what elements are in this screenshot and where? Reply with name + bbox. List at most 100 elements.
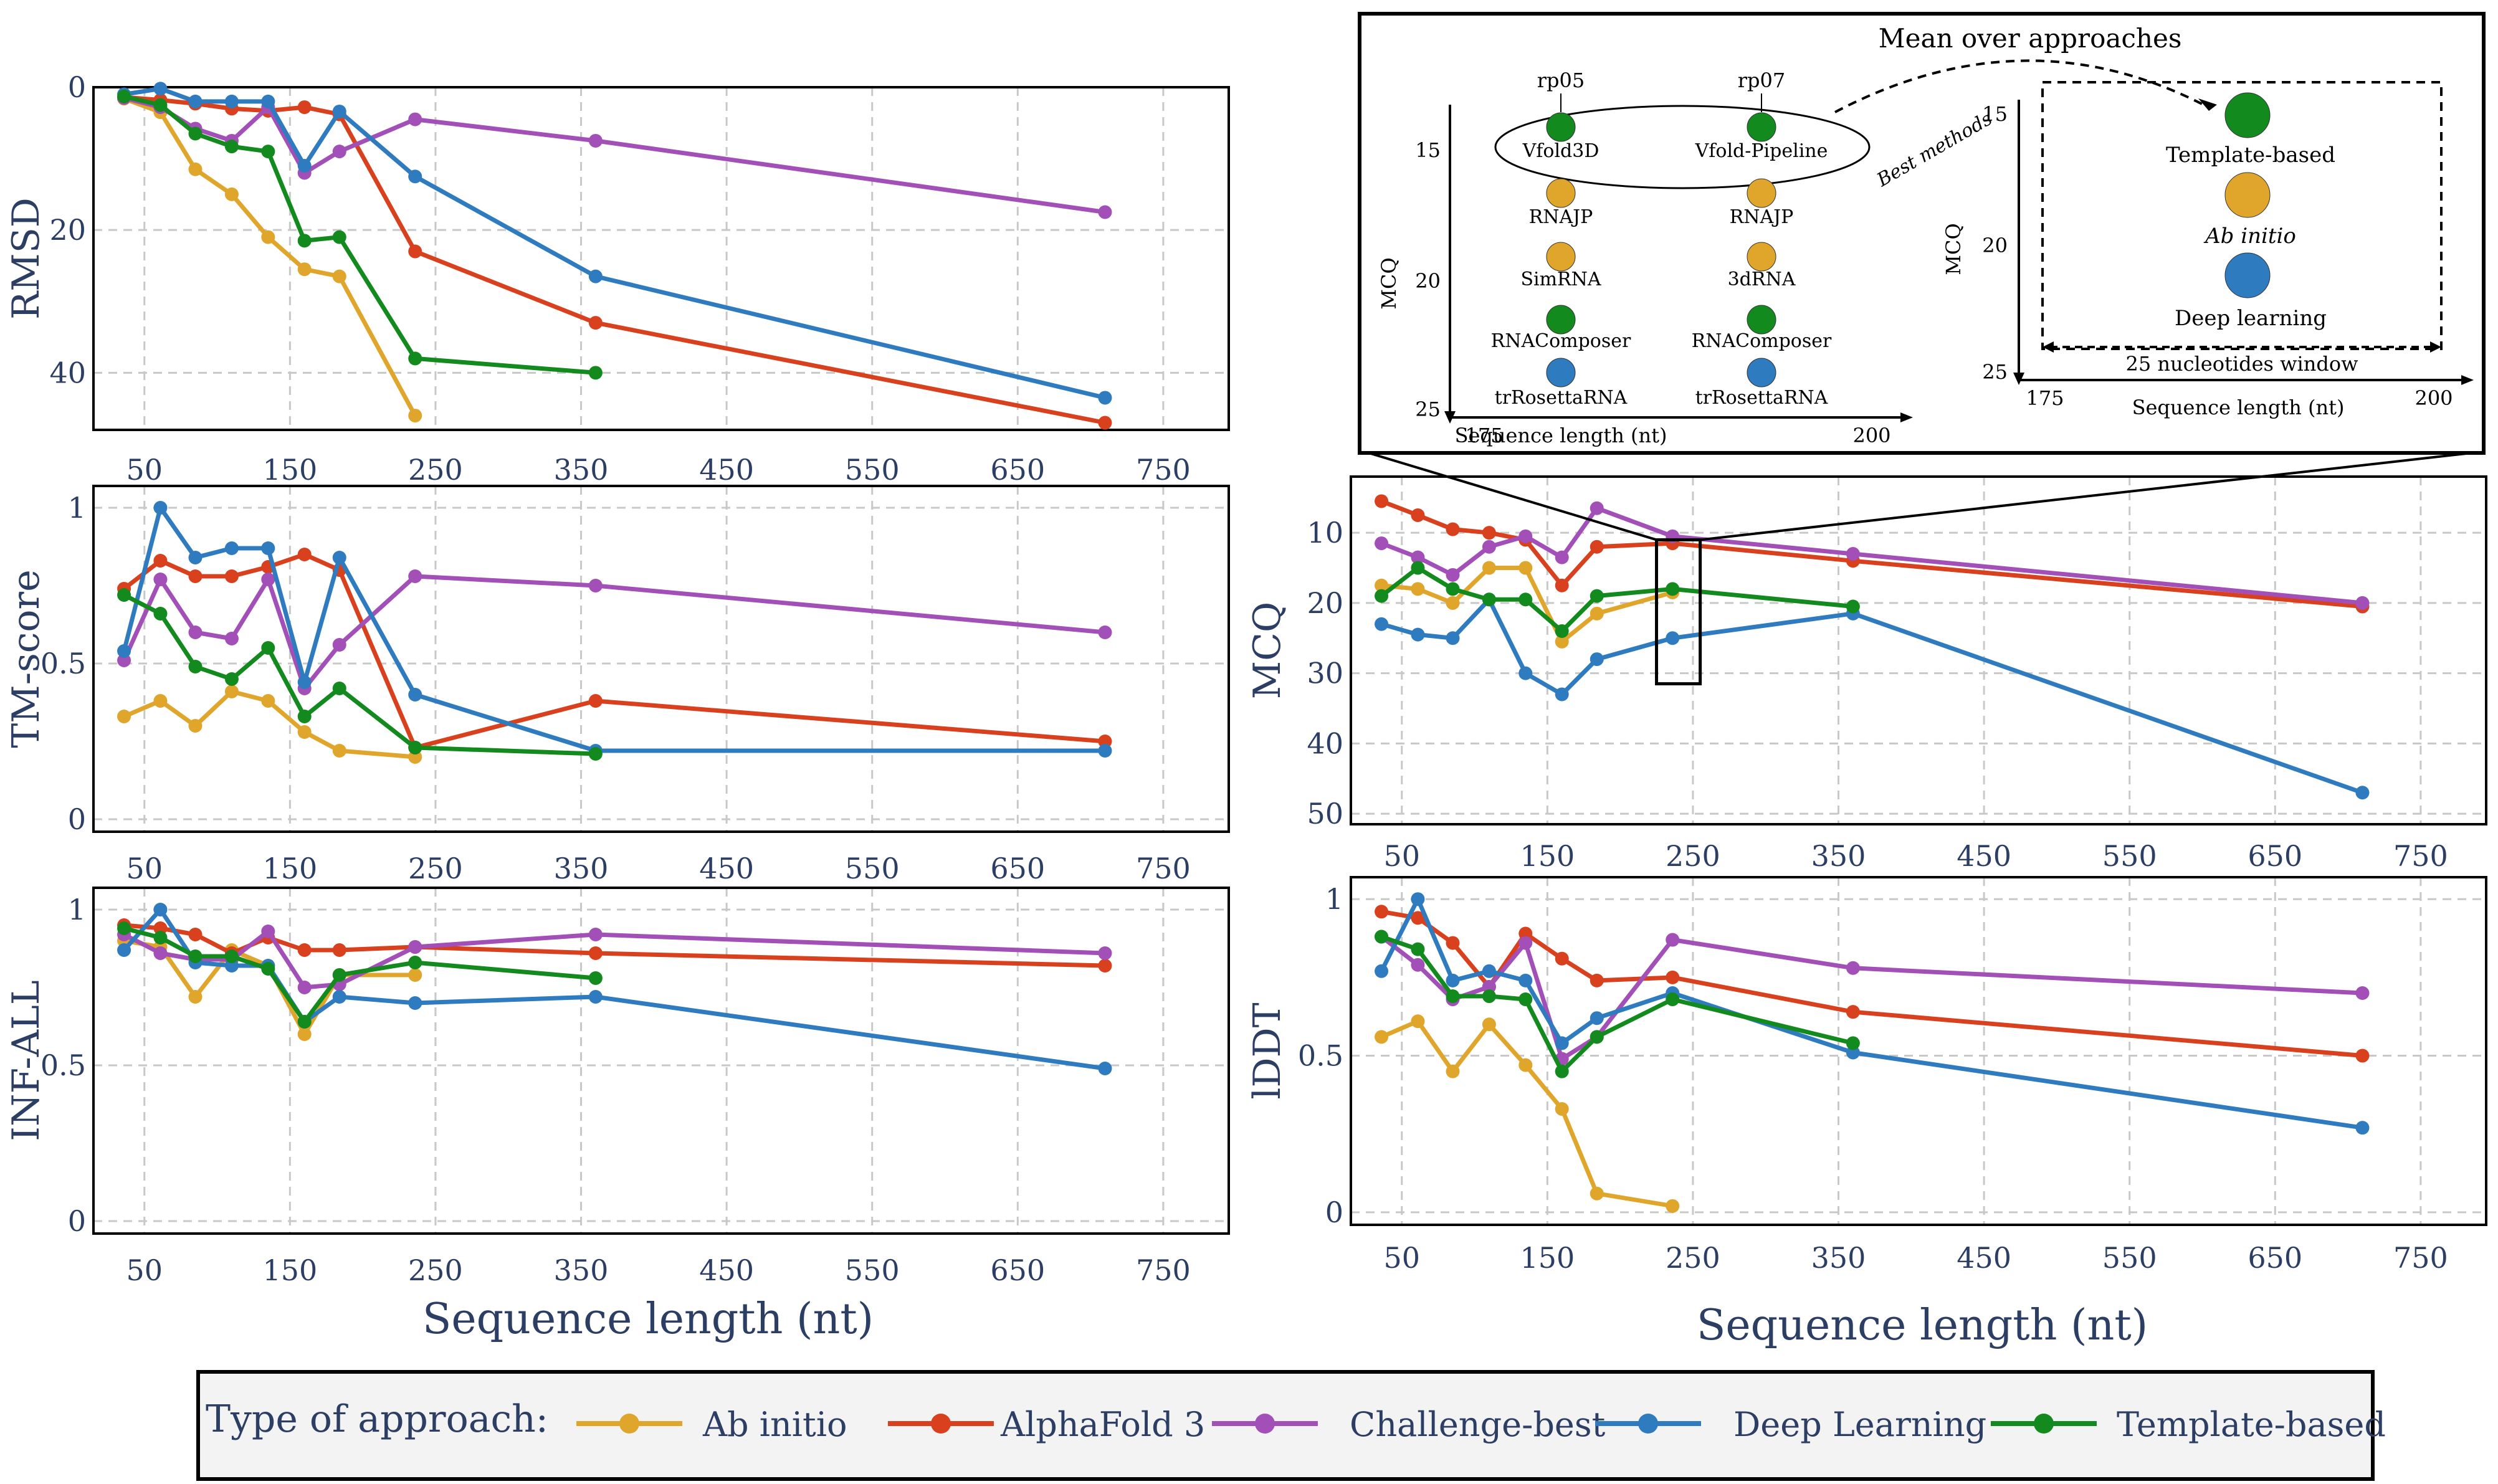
left-x-axis-title: Sequence length (nt) bbox=[422, 1295, 874, 1344]
inset-right-y-tick: 15 bbox=[1982, 102, 2008, 126]
window-arrow-left bbox=[2043, 341, 2054, 353]
data-point bbox=[1555, 578, 1569, 592]
data-point bbox=[408, 569, 422, 583]
data-point bbox=[1846, 599, 1860, 614]
data-point bbox=[1590, 1011, 1604, 1025]
data-point bbox=[1666, 631, 1680, 645]
y-tick-label: 1 bbox=[68, 893, 86, 926]
data-point bbox=[1411, 582, 1425, 596]
inset-right-x-arrow bbox=[2461, 375, 2474, 385]
data-point bbox=[261, 962, 275, 976]
series-line-challenge-best bbox=[1380, 506, 2363, 606]
plot-frame bbox=[1350, 876, 2487, 1226]
data-point bbox=[408, 996, 422, 1010]
data-point bbox=[2355, 1121, 2370, 1135]
x-tick-label: 50 bbox=[1383, 839, 1420, 873]
legend-marker bbox=[1255, 1414, 1275, 1434]
x-tick-label: 50 bbox=[126, 453, 163, 487]
data-point bbox=[1590, 973, 1604, 987]
x-tick-label: 650 bbox=[2248, 1241, 2302, 1275]
legend-items: Ab initio AlphaFold 3 Challenge-best Deep L… bbox=[576, 1405, 2386, 1444]
x-tick-label: 250 bbox=[1666, 1241, 1720, 1275]
inset-left-x-arrow bbox=[1900, 412, 1913, 422]
series-line-deep-learning bbox=[122, 505, 1105, 753]
data-point bbox=[1446, 522, 1460, 536]
y-tick-label: 20 bbox=[1307, 586, 1343, 620]
method-label: 3dRNA bbox=[1728, 269, 1796, 290]
data-point bbox=[1411, 958, 1425, 972]
data-point bbox=[1482, 1017, 1496, 1032]
data-point bbox=[261, 641, 275, 655]
best-methods-ellipse bbox=[1494, 105, 1871, 189]
data-point bbox=[261, 230, 275, 244]
data-point bbox=[153, 573, 168, 586]
inset-right-x-tick: 200 bbox=[2415, 386, 2453, 410]
data-point bbox=[1375, 905, 1389, 919]
data-point bbox=[332, 990, 346, 1004]
x-tick-label: 350 bbox=[554, 453, 609, 487]
data-point bbox=[588, 694, 603, 708]
x-tick-label: 150 bbox=[1520, 1241, 1575, 1275]
chart-mcq: 50 150 250 350 450 550 650 750 10 20 30 40 50 MCQ bbox=[1246, 450, 2487, 873]
data-point bbox=[1518, 1058, 1533, 1072]
legend-title: Type of approach: bbox=[206, 1397, 548, 1441]
data-point bbox=[153, 82, 168, 96]
legend-marker bbox=[1638, 1414, 1658, 1434]
data-point bbox=[261, 925, 275, 938]
data-point bbox=[2355, 986, 2370, 1000]
inset-layer: Mean over approaches Sequence length (nt)… bbox=[1358, 12, 2486, 455]
y-tick-label: 0.5 bbox=[41, 647, 86, 680]
data-point bbox=[1482, 526, 1496, 540]
plot-frame bbox=[1350, 475, 2487, 825]
x-tick-label: 250 bbox=[408, 453, 463, 487]
data-point bbox=[1098, 391, 1112, 405]
chart-inf: 50 150 250 350 450 550 650 750 0 0.5 1 INF-ALL bbox=[4, 887, 1230, 1287]
data-point bbox=[117, 710, 131, 723]
data-point bbox=[332, 744, 346, 758]
data-point bbox=[408, 112, 422, 126]
data-point bbox=[1411, 550, 1425, 564]
data-point bbox=[297, 548, 312, 561]
y-tick-label: 50 bbox=[1307, 797, 1343, 830]
data-point bbox=[1482, 561, 1496, 575]
data-point bbox=[153, 903, 168, 916]
data-point bbox=[297, 159, 312, 173]
inset-left-x-tick: 175 bbox=[1465, 424, 1503, 447]
data-point bbox=[332, 551, 346, 564]
data-point bbox=[188, 660, 203, 673]
data-point bbox=[1555, 624, 1569, 638]
data-point bbox=[332, 682, 346, 695]
data-point bbox=[224, 94, 239, 108]
method-marker bbox=[1546, 178, 1576, 208]
inset-left-x-axis-title: Sequence length (nt) bbox=[1455, 424, 1667, 447]
inset-left-x-tick: 200 bbox=[1852, 424, 1890, 447]
data-point bbox=[1446, 631, 1460, 645]
x-tick-label: 550 bbox=[845, 1253, 900, 1287]
data-point bbox=[1518, 529, 1533, 543]
window-label: 25 nucleotides window bbox=[2126, 352, 2358, 376]
data-point bbox=[297, 262, 312, 277]
data-point bbox=[1666, 582, 1680, 596]
chart-rmsd: 50 150 250 350 450 550 650 750 0 20 40 RMSD bbox=[4, 70, 1230, 487]
zoom-connector bbox=[1700, 450, 2484, 541]
data-point bbox=[408, 741, 422, 754]
data-point bbox=[1666, 1199, 1680, 1213]
y-axis-title: RMSD bbox=[4, 197, 48, 320]
x-tick-label: 350 bbox=[554, 1253, 609, 1287]
data-point bbox=[297, 943, 312, 957]
method-label: RNAComposer bbox=[1692, 330, 1832, 352]
data-point bbox=[1375, 964, 1389, 978]
data-point bbox=[1590, 540, 1604, 554]
data-point bbox=[1098, 205, 1112, 219]
data-point bbox=[1098, 959, 1112, 973]
x-tick-label: 250 bbox=[1666, 839, 1720, 873]
x-tick-label: 350 bbox=[554, 852, 609, 885]
y-tick-label: 0 bbox=[68, 1204, 86, 1238]
data-point bbox=[1846, 547, 1860, 561]
data-point bbox=[1518, 973, 1533, 987]
x-tick-label: 50 bbox=[126, 852, 163, 885]
data-point bbox=[1590, 1186, 1604, 1201]
series-line-challenge-best bbox=[1380, 935, 2363, 1062]
data-point bbox=[588, 946, 603, 960]
data-point bbox=[408, 169, 422, 184]
